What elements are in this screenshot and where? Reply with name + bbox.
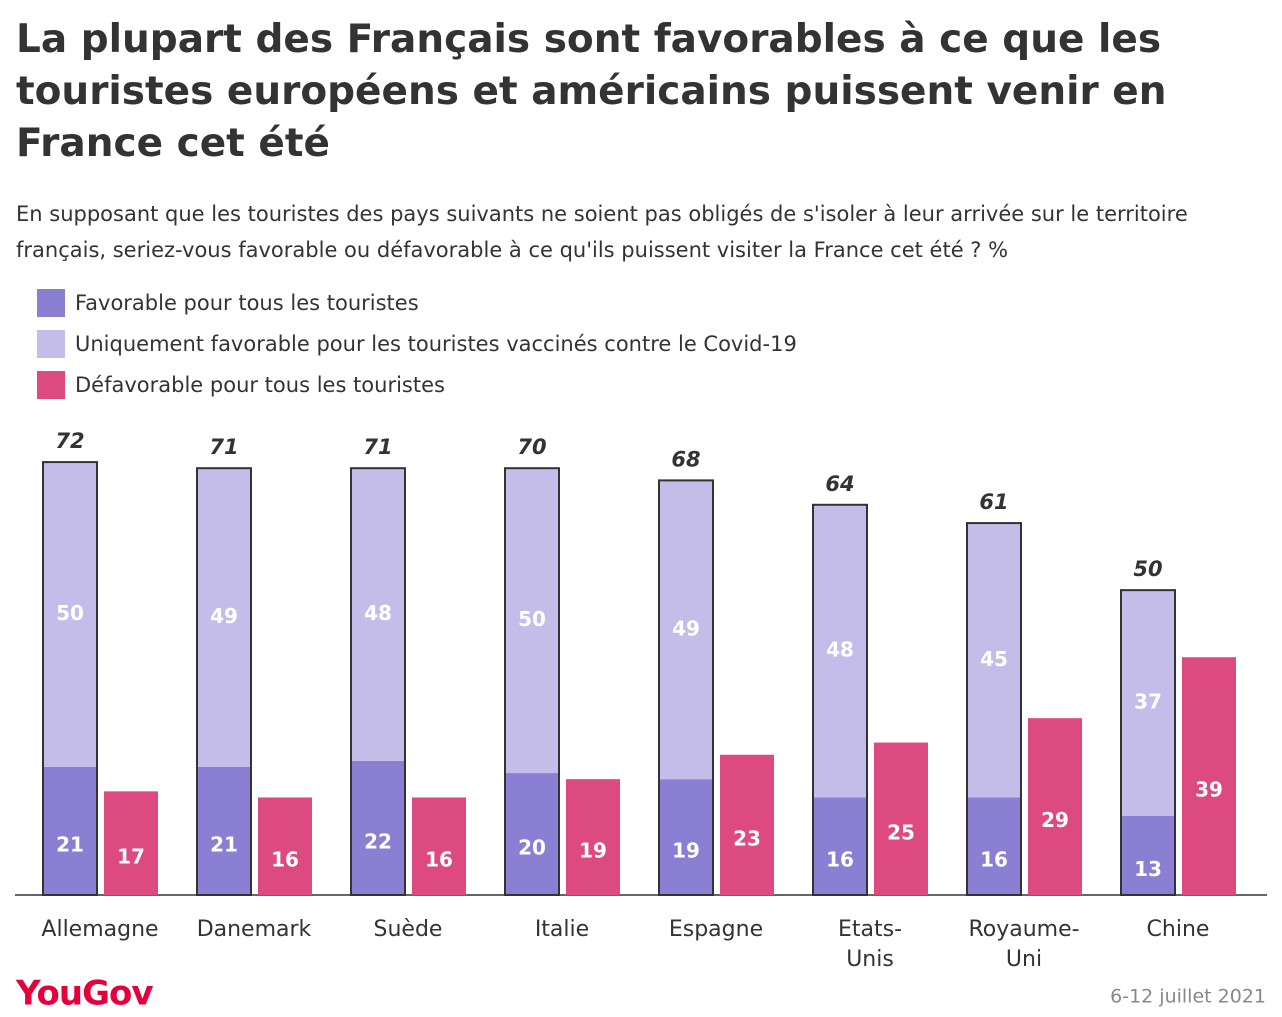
value-label: 13 — [1134, 857, 1162, 881]
bar-segment — [1121, 815, 1175, 895]
total-label: 71 — [363, 435, 392, 459]
bar-segment — [258, 797, 312, 895]
chart-title: La plupart des Français sont favorables … — [16, 17, 1167, 166]
value-label: 19 — [579, 839, 607, 863]
value-label: 39 — [1195, 778, 1223, 802]
value-label: 25 — [887, 820, 915, 844]
bar-segment — [1121, 590, 1175, 816]
value-label: 48 — [826, 638, 854, 662]
value-label: 16 — [980, 848, 1008, 872]
value-label: 16 — [826, 848, 854, 872]
date: 6-12 juillet 2021 — [1110, 986, 1266, 1008]
bar-segment — [505, 773, 559, 895]
value-label: 37 — [1134, 689, 1162, 713]
value-label: 19 — [672, 839, 700, 863]
bar-outline — [812, 503, 868, 896]
bar-segment — [104, 791, 158, 895]
total-label: 68 — [671, 447, 700, 471]
x-tick-label: Royaume-Uni — [968, 917, 1079, 972]
x-tick-label: Danemark — [197, 917, 312, 942]
value-label: 29 — [1041, 808, 1069, 832]
bar-outline — [658, 479, 714, 896]
x-tick-label: Espagne — [669, 917, 763, 942]
bar-segment — [351, 760, 405, 895]
value-label: 22 — [364, 829, 392, 853]
bar-outline — [504, 467, 560, 896]
total-label: 61 — [979, 490, 1008, 514]
bar-segment — [967, 523, 1021, 798]
legend-label: Défavorable pour tous les touristes — [75, 373, 445, 397]
bar-segment — [43, 462, 97, 767]
value-label: 20 — [518, 836, 546, 860]
bar-segment — [351, 468, 405, 761]
value-label: 49 — [672, 616, 700, 640]
bar-segment — [813, 504, 867, 798]
bar-outline — [350, 467, 406, 896]
bar-outline — [966, 522, 1022, 896]
bar-segment — [197, 766, 251, 895]
legend-label: Favorable pour tous les touristes — [75, 291, 419, 315]
total-label: 70 — [517, 435, 546, 459]
bar-segment — [566, 779, 620, 895]
x-tick-label: Etats-Unis — [838, 917, 902, 972]
x-tick-label: Chine — [1147, 917, 1210, 942]
value-label: 21 — [56, 832, 84, 856]
value-label: 45 — [980, 647, 1008, 671]
bar-outline — [196, 467, 252, 896]
bar-segment — [505, 468, 559, 774]
legend-swatch — [37, 371, 65, 399]
bar-segment — [720, 754, 774, 895]
bar-segment — [659, 779, 713, 895]
value-label: 17 — [117, 845, 145, 869]
bar-segment — [43, 766, 97, 895]
value-label: 16 — [271, 848, 299, 872]
bar-segment — [659, 480, 713, 780]
legend-swatch — [37, 289, 65, 317]
value-label: 50 — [518, 607, 546, 631]
value-label: 23 — [733, 826, 761, 850]
bar-segment — [1182, 657, 1236, 895]
bar-segment — [967, 797, 1021, 895]
bar-segment — [813, 797, 867, 895]
bar-segment — [197, 468, 251, 767]
total-label: 71 — [209, 435, 238, 459]
total-label: 64 — [825, 472, 854, 496]
x-tick-label: Allemagne — [41, 917, 158, 942]
value-label: 50 — [56, 601, 84, 625]
value-label: 49 — [210, 604, 238, 628]
value-label: 48 — [364, 601, 392, 625]
bar-outline — [1120, 589, 1176, 897]
total-label: 50 — [1133, 557, 1162, 581]
legend-label: Uniquement favorable pour les touristes … — [75, 332, 797, 356]
total-label: 72 — [55, 429, 84, 453]
bar-segment — [1028, 718, 1082, 895]
value-label: 21 — [210, 832, 238, 856]
logo: YouGov — [15, 974, 153, 1014]
legend-swatch — [37, 330, 65, 358]
bar-segment — [412, 797, 466, 895]
x-tick-label: Suède — [374, 917, 443, 942]
bar-outline — [42, 461, 98, 896]
value-label: 16 — [425, 848, 453, 872]
x-tick-label: Italie — [535, 917, 589, 942]
bar-segment — [874, 742, 928, 895]
chart-subtitle: En supposant que les touristes des pays … — [16, 202, 1188, 262]
